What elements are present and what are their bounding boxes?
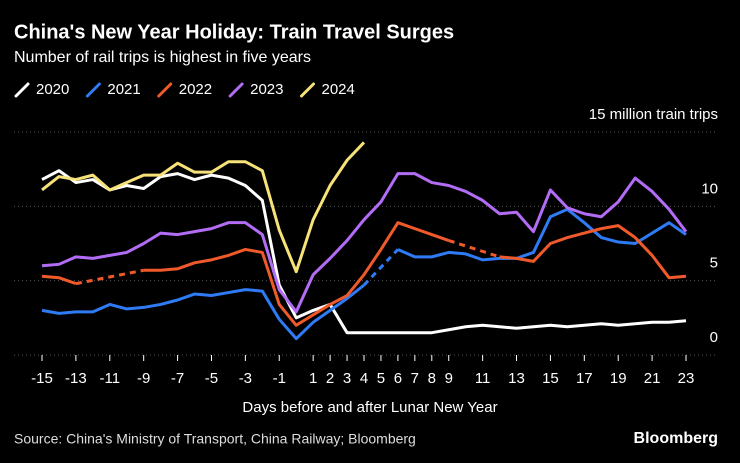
gap-connector — [448, 239, 501, 259]
legend-swatch — [300, 82, 315, 98]
y-tick-label: 0 — [710, 329, 718, 346]
x-tick-label: 21 — [644, 370, 661, 387]
x-tick-label: -7 — [171, 370, 184, 387]
legend-swatch — [14, 82, 30, 98]
gap-connector — [362, 248, 399, 287]
x-tick-label: -3 — [239, 370, 252, 387]
x-tick-label: -1 — [273, 370, 286, 387]
legend-label: 2024 — [322, 81, 355, 98]
x-tick-label: 23 — [678, 370, 695, 387]
legend-swatch — [157, 82, 173, 98]
chart-title: China's New Year Holiday: Train Travel S… — [14, 21, 454, 43]
x-tick-label: 5 — [377, 370, 385, 387]
y-tick-label: 10 — [701, 180, 718, 197]
series-line — [41, 283, 365, 341]
x-tick-label: 7 — [411, 370, 419, 387]
gap-connector — [75, 268, 144, 286]
y-tick-label: 15 million train trips — [589, 106, 718, 123]
x-tick-label: 2 — [326, 370, 334, 387]
x-tick-label: -11 — [99, 370, 120, 387]
series-line — [41, 169, 687, 335]
x-tick-label: 1 — [309, 370, 317, 387]
x-tick-label: -9 — [137, 370, 150, 387]
brand: Bloomberg — [634, 430, 718, 447]
legend-swatch — [85, 82, 101, 98]
chart-subtitle: Number of rail trips is highest in five … — [14, 49, 311, 66]
legend-label: 2023 — [250, 81, 283, 98]
x-tick-label: 11 — [475, 370, 491, 387]
x-tick-label: -13 — [65, 370, 87, 387]
x-tick-label: 4 — [360, 370, 368, 387]
y-tick-label: 5 — [710, 255, 718, 272]
x-tick-label: 19 — [610, 370, 627, 387]
x-tick-label: 8 — [428, 370, 436, 387]
series-line — [41, 274, 77, 286]
x-tick-label: -5 — [205, 370, 218, 387]
x-tick-label: 9 — [445, 370, 453, 387]
x-tick-label: 15 — [542, 370, 559, 387]
x-tick-label: -15 — [31, 370, 53, 387]
series-line — [143, 221, 450, 327]
x-tick-label: 6 — [394, 370, 402, 387]
x-tick-label: 17 — [576, 370, 593, 387]
legend-label: 2022 — [179, 81, 212, 98]
x-axis-label: Days before and after Lunar New Year — [242, 399, 497, 416]
legend-label: 2021 — [107, 81, 140, 98]
legend-swatch — [228, 82, 244, 98]
series-line — [499, 224, 687, 280]
x-tick-label: 3 — [343, 370, 351, 387]
legend-label: 2020 — [36, 81, 69, 98]
source-note: Source: China's Ministry of Transport, C… — [14, 431, 416, 447]
series-line — [41, 141, 366, 274]
x-tick-label: 13 — [508, 370, 525, 387]
series-line — [41, 172, 688, 314]
